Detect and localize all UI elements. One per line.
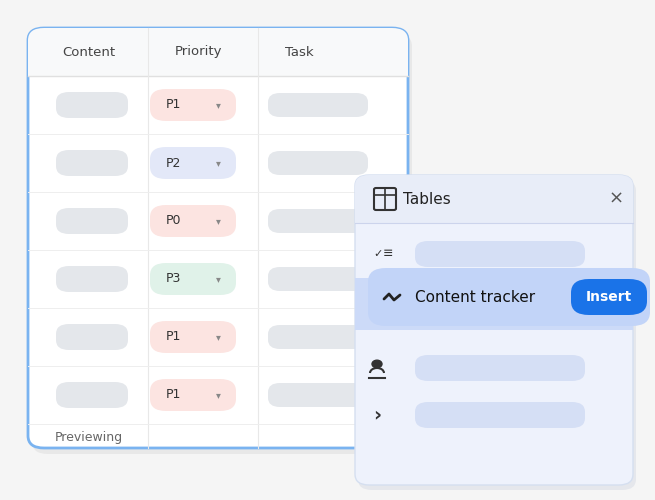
FancyBboxPatch shape xyxy=(355,199,633,223)
FancyBboxPatch shape xyxy=(268,325,368,349)
FancyBboxPatch shape xyxy=(358,180,636,490)
Text: P2: P2 xyxy=(166,156,181,170)
Text: Task: Task xyxy=(285,46,314,59)
FancyBboxPatch shape xyxy=(355,175,633,485)
FancyBboxPatch shape xyxy=(56,150,128,176)
FancyBboxPatch shape xyxy=(150,147,236,179)
FancyBboxPatch shape xyxy=(268,383,368,407)
FancyBboxPatch shape xyxy=(150,321,236,353)
FancyBboxPatch shape xyxy=(56,266,128,292)
Text: ×: × xyxy=(608,190,624,208)
FancyBboxPatch shape xyxy=(150,263,236,295)
FancyBboxPatch shape xyxy=(415,241,585,267)
FancyBboxPatch shape xyxy=(28,28,408,448)
Text: ▾: ▾ xyxy=(215,390,221,400)
Text: Insert: Insert xyxy=(586,290,632,304)
FancyBboxPatch shape xyxy=(56,208,128,234)
FancyBboxPatch shape xyxy=(571,279,647,315)
Text: Tables: Tables xyxy=(403,192,451,206)
FancyBboxPatch shape xyxy=(56,92,128,118)
Text: ≡: ≡ xyxy=(383,248,394,260)
Text: P0: P0 xyxy=(166,214,181,228)
Text: P1: P1 xyxy=(166,330,181,344)
Circle shape xyxy=(372,360,382,368)
FancyBboxPatch shape xyxy=(56,324,128,350)
Text: Priority: Priority xyxy=(175,46,223,59)
Text: ▾: ▾ xyxy=(215,158,221,168)
Text: ▾: ▾ xyxy=(215,216,221,226)
Text: P3: P3 xyxy=(166,272,181,285)
FancyBboxPatch shape xyxy=(268,267,368,291)
FancyBboxPatch shape xyxy=(415,402,585,428)
FancyBboxPatch shape xyxy=(56,382,128,408)
Text: ▾: ▾ xyxy=(215,100,221,110)
FancyBboxPatch shape xyxy=(150,205,236,237)
FancyBboxPatch shape xyxy=(268,93,368,117)
Text: ▾: ▾ xyxy=(215,332,221,342)
Text: ▾: ▾ xyxy=(215,274,221,284)
FancyBboxPatch shape xyxy=(268,151,368,175)
FancyBboxPatch shape xyxy=(368,268,650,326)
FancyBboxPatch shape xyxy=(150,379,236,411)
Text: Content: Content xyxy=(62,46,115,59)
Text: Content tracker: Content tracker xyxy=(415,290,535,304)
Text: ✓: ✓ xyxy=(373,249,383,259)
FancyBboxPatch shape xyxy=(28,28,408,76)
FancyBboxPatch shape xyxy=(355,278,633,330)
Text: ›: › xyxy=(373,406,381,424)
FancyBboxPatch shape xyxy=(355,175,633,223)
FancyBboxPatch shape xyxy=(268,209,368,233)
FancyBboxPatch shape xyxy=(28,52,408,76)
FancyBboxPatch shape xyxy=(150,89,236,121)
Text: Previewing: Previewing xyxy=(55,432,123,444)
Text: P1: P1 xyxy=(166,388,181,402)
FancyBboxPatch shape xyxy=(32,34,412,454)
FancyBboxPatch shape xyxy=(415,355,585,381)
Text: P1: P1 xyxy=(166,98,181,112)
